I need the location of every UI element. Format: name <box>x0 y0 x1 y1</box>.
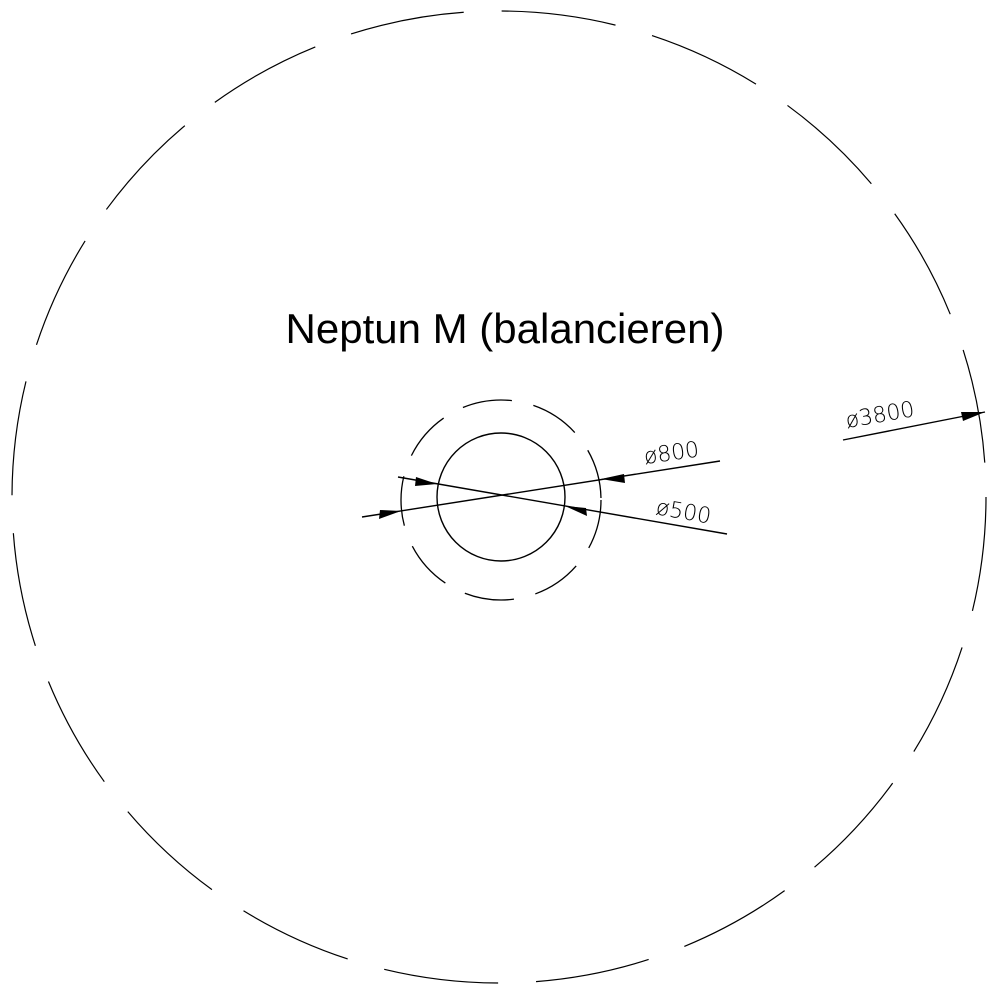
dimension-500-arrow-left <box>415 477 437 486</box>
dimension-500-label: ø500 <box>654 495 713 529</box>
middle-dashed-circle <box>400 399 602 601</box>
dimension-800-line <box>361 460 721 518</box>
outer-dashed-circle <box>11 10 987 984</box>
dimension-3800-arrow <box>961 412 985 421</box>
inner-solid-circle <box>436 432 566 562</box>
dimension-3800-line <box>842 411 986 441</box>
dimension-3800-label: ø3800 <box>844 397 917 434</box>
dimension-800-arrow-left <box>379 510 401 519</box>
drawing-title: Neptun M (balancieren) <box>286 305 725 352</box>
dimension-800-arrow-right <box>601 474 625 483</box>
dimension-3800: ø3800 <box>842 397 986 441</box>
dimension-500-arrow-right <box>565 506 587 516</box>
dimension-500-line <box>397 476 728 535</box>
